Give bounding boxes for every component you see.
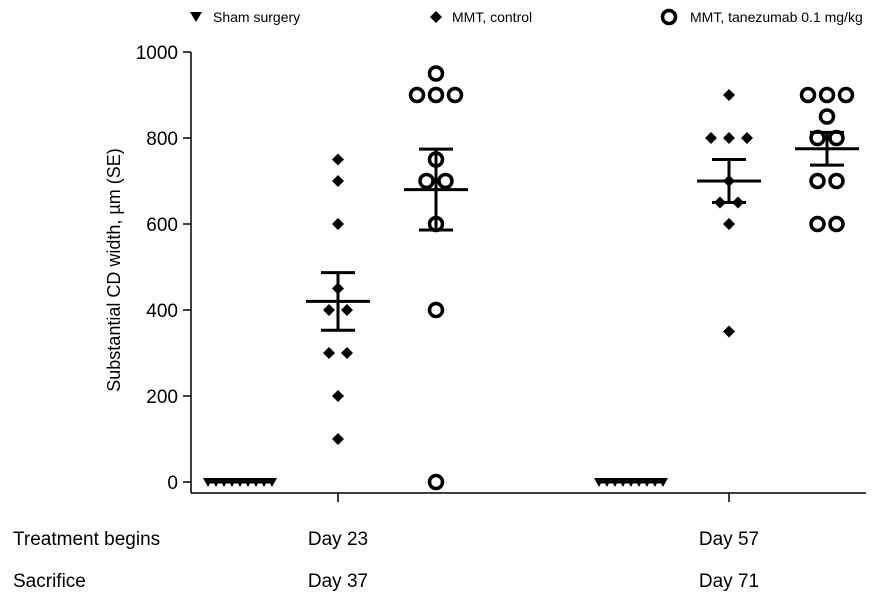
group-1-sacrifice-day: Day 37 [308, 571, 368, 592]
y-tick-label: 1000 [136, 43, 178, 64]
mean-se-bars [208, 130, 859, 484]
data-point [408, 86, 426, 104]
data-point [809, 215, 826, 233]
data-point [427, 65, 445, 82]
x-axis-ticks [337, 493, 730, 502]
y-tick-label: 800 [146, 129, 178, 150]
data-point [332, 218, 344, 230]
data-point [818, 86, 836, 104]
data-point [446, 86, 464, 104]
data-point [341, 304, 353, 316]
data-point [427, 473, 445, 491]
group-2-sacrifice-day: Day 71 [699, 571, 759, 592]
legend-diamond-marker [430, 11, 442, 23]
data-point [837, 86, 855, 104]
row-label-treatment-begins: Treatment begins [13, 529, 160, 550]
y-axis-label: Substantial CD width, µm (SE) [104, 148, 124, 391]
legend-label-mmt-tanezumab: MMT, tanezumab 0.1 mg/kg [690, 9, 863, 25]
data-point [437, 172, 454, 190]
data-point [418, 172, 435, 190]
legend: Sham surgery MMT, control MMT, tanezumab… [190, 8, 863, 26]
data-point [427, 301, 445, 319]
data-point [323, 304, 335, 316]
y-axis-ticks: 0 200 400 600 800 1000 [136, 43, 191, 494]
y-tick-label: 600 [146, 215, 178, 236]
data-point [332, 390, 344, 402]
data-point [332, 175, 344, 187]
y-tick-label: 400 [146, 301, 178, 322]
group-1-treatment-day: Day 23 [308, 529, 368, 550]
data-point [828, 172, 845, 190]
data-point [723, 89, 735, 101]
data-point [828, 215, 845, 233]
data-point [332, 433, 344, 445]
data-point [741, 132, 753, 144]
legend-circle-marker [660, 8, 678, 26]
row-label-sacrifice: Sacrifice [13, 571, 86, 592]
data-point [809, 172, 826, 190]
data-point [818, 108, 836, 125]
data-point [723, 325, 735, 338]
y-tick-label: 200 [146, 387, 178, 408]
legend-label-sham: Sham surgery [213, 9, 300, 25]
y-tick-label: 0 [167, 473, 178, 494]
data-point [341, 347, 353, 359]
data-point [799, 86, 817, 104]
data-point [705, 132, 717, 144]
data-points [203, 65, 855, 491]
data-point [323, 347, 335, 359]
data-point [723, 132, 735, 144]
data-point [723, 218, 735, 230]
legend-label-mmt-control: MMT, control [452, 9, 532, 25]
legend-triangle-marker [190, 12, 202, 22]
group-2-treatment-day: Day 57 [699, 529, 759, 550]
data-point [427, 86, 445, 104]
data-point [332, 153, 344, 166]
